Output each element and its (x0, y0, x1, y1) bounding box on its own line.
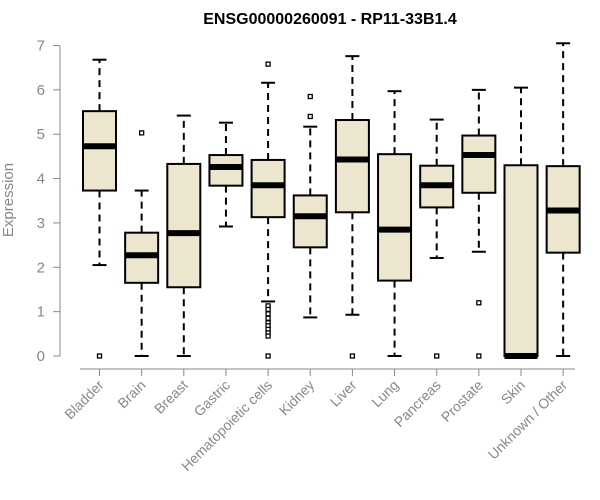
x-tick-label: Kidney (276, 377, 318, 419)
box-group-lung (377, 90, 413, 357)
x-tick-label: Skin (498, 377, 529, 408)
x-tick-label: Liver (327, 377, 360, 410)
box-group-kidney (292, 93, 328, 319)
box-group-bladder (82, 58, 117, 359)
y-tick-label: 4 (37, 171, 45, 188)
y-tick-label: 2 (37, 259, 45, 276)
outlier-point (307, 113, 313, 120)
box-group-brain (124, 130, 160, 357)
box-group-breast (166, 114, 202, 357)
box-iqr (334, 119, 370, 214)
box-group-skin (503, 86, 539, 359)
box-iqr (250, 158, 286, 219)
y-ticks: 0 1 2 3 4 5 6 7 (37, 38, 60, 365)
outlier-point (138, 130, 145, 136)
chart-title: ENSG00000260091 - RP11-33B1.4 (203, 11, 457, 28)
box-iqr (292, 194, 328, 249)
x-tick-label: Prostate (438, 377, 486, 425)
y-tick-label: 1 (37, 304, 45, 321)
outlier-point (476, 353, 482, 359)
outlier-point (265, 333, 271, 339)
outlier-point (265, 61, 271, 67)
box-iqr (208, 154, 244, 187)
outlier-point (434, 353, 440, 359)
box-group-gastric (208, 121, 244, 228)
box-group-liver (334, 55, 370, 359)
y-axis-label: Expression (0, 163, 17, 237)
outlier-point (265, 315, 271, 321)
outlier-point (265, 311, 271, 317)
outlier-point (476, 300, 482, 306)
x-tick-label: Lung (368, 377, 401, 410)
x-tick-label: Unknown / Other (485, 377, 571, 463)
x-tick-label: Bladder (61, 377, 107, 423)
box-group-pancreas (419, 118, 455, 359)
box-iqr (503, 164, 539, 357)
plot-area (82, 42, 581, 359)
outlier-point (96, 353, 103, 359)
box-group-prostate (461, 88, 497, 359)
x-tick-label: Breast (151, 377, 191, 417)
y-tick-label: 0 (37, 348, 45, 365)
y-tick-label: 6 (37, 82, 45, 99)
outlier-point (265, 306, 271, 313)
outlier-point (307, 93, 313, 100)
box-iqr (461, 134, 497, 194)
box-iqr (166, 162, 202, 289)
box-group-unknown-other (545, 42, 581, 357)
outlier-point (349, 353, 356, 359)
y-tick-label: 5 (37, 126, 45, 143)
y-tick-label: 7 (37, 38, 45, 55)
box-group-hematopoietic-cells (250, 61, 286, 359)
box-iqr (377, 153, 413, 282)
x-tick-label: Pancreas (391, 377, 444, 430)
x-tick-label: Brain (114, 377, 148, 411)
y-tick-label: 3 (37, 215, 45, 232)
box-iqr (82, 110, 117, 192)
outlier-point (265, 353, 271, 359)
